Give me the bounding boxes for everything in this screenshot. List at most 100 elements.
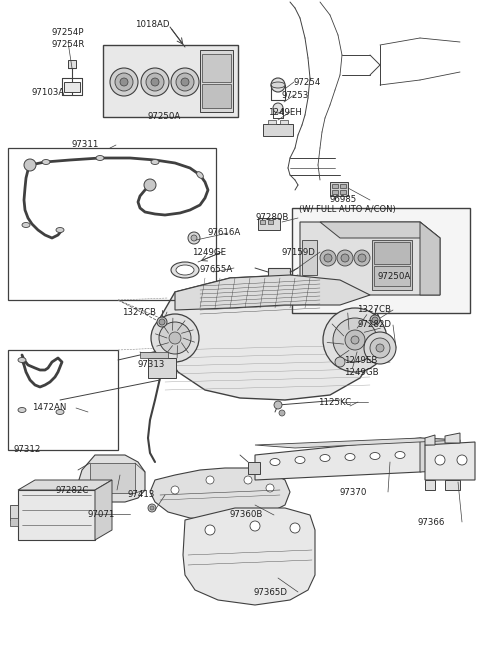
Bar bbox=[374, 266, 410, 286]
Polygon shape bbox=[425, 480, 435, 490]
Polygon shape bbox=[160, 275, 380, 400]
Circle shape bbox=[358, 254, 366, 262]
Text: 97413: 97413 bbox=[128, 490, 156, 499]
Circle shape bbox=[435, 455, 445, 465]
Text: 97655A: 97655A bbox=[200, 265, 233, 274]
Ellipse shape bbox=[151, 160, 159, 164]
Text: 97365D: 97365D bbox=[254, 588, 288, 597]
Circle shape bbox=[141, 68, 169, 96]
Ellipse shape bbox=[22, 223, 30, 227]
Polygon shape bbox=[300, 222, 440, 295]
Circle shape bbox=[150, 506, 154, 510]
Circle shape bbox=[345, 330, 365, 350]
Polygon shape bbox=[78, 455, 145, 502]
Bar bbox=[374, 242, 410, 264]
Polygon shape bbox=[425, 435, 435, 445]
Circle shape bbox=[169, 332, 181, 344]
Polygon shape bbox=[18, 480, 112, 490]
Circle shape bbox=[457, 455, 467, 465]
Bar bbox=[292, 208, 470, 313]
Polygon shape bbox=[95, 480, 112, 540]
Text: 1327CB: 1327CB bbox=[357, 305, 391, 314]
Polygon shape bbox=[18, 490, 95, 540]
Text: 1472AN: 1472AN bbox=[32, 403, 66, 412]
Circle shape bbox=[120, 78, 128, 86]
Bar bbox=[263, 124, 293, 136]
Circle shape bbox=[110, 68, 138, 96]
Ellipse shape bbox=[176, 265, 194, 275]
Circle shape bbox=[354, 250, 370, 266]
Bar bbox=[340, 184, 346, 188]
Ellipse shape bbox=[56, 227, 64, 232]
Bar bbox=[8, 350, 118, 450]
Circle shape bbox=[146, 73, 164, 91]
Circle shape bbox=[157, 317, 167, 327]
Circle shape bbox=[115, 73, 133, 91]
Circle shape bbox=[148, 504, 156, 512]
Circle shape bbox=[323, 308, 387, 372]
Circle shape bbox=[370, 338, 390, 358]
Text: 97254: 97254 bbox=[294, 78, 322, 87]
Polygon shape bbox=[445, 433, 460, 443]
Ellipse shape bbox=[42, 160, 50, 164]
Circle shape bbox=[244, 476, 252, 484]
Circle shape bbox=[333, 318, 377, 362]
Circle shape bbox=[320, 250, 336, 266]
Text: 1125KC: 1125KC bbox=[318, 398, 351, 407]
Text: 97282C: 97282C bbox=[56, 486, 89, 495]
Polygon shape bbox=[255, 438, 460, 448]
Bar bbox=[103, 45, 238, 117]
Text: 97254R: 97254R bbox=[52, 40, 85, 49]
Ellipse shape bbox=[197, 172, 204, 178]
Circle shape bbox=[341, 254, 349, 262]
Bar bbox=[90, 463, 135, 493]
Ellipse shape bbox=[18, 407, 26, 413]
Polygon shape bbox=[320, 222, 440, 238]
Circle shape bbox=[24, 159, 36, 171]
Bar bbox=[148, 358, 176, 378]
Bar bbox=[260, 220, 265, 224]
Circle shape bbox=[351, 336, 359, 344]
Circle shape bbox=[250, 521, 260, 531]
Bar bbox=[268, 220, 273, 224]
Bar bbox=[258, 218, 280, 230]
Text: 97280B: 97280B bbox=[255, 213, 288, 222]
Text: 97616A: 97616A bbox=[208, 228, 241, 237]
Text: 97370: 97370 bbox=[340, 488, 367, 497]
Circle shape bbox=[206, 476, 214, 484]
Text: 97071: 97071 bbox=[88, 510, 115, 519]
Bar bbox=[340, 190, 346, 194]
Bar bbox=[64, 82, 80, 92]
Bar bbox=[280, 120, 288, 124]
Bar bbox=[68, 60, 76, 68]
Circle shape bbox=[191, 235, 197, 241]
Bar bbox=[372, 240, 412, 290]
Circle shape bbox=[176, 73, 194, 91]
Text: 97360B: 97360B bbox=[230, 510, 264, 519]
Bar bbox=[302, 240, 317, 275]
Circle shape bbox=[324, 254, 332, 262]
Circle shape bbox=[151, 78, 159, 86]
Text: 1249GE: 1249GE bbox=[192, 248, 226, 257]
Text: 1327CB: 1327CB bbox=[122, 308, 156, 317]
Bar bbox=[268, 268, 290, 286]
Circle shape bbox=[188, 232, 200, 244]
Polygon shape bbox=[420, 222, 440, 295]
Polygon shape bbox=[150, 468, 290, 520]
Text: 97313: 97313 bbox=[138, 360, 166, 369]
Text: 1249GB: 1249GB bbox=[344, 368, 379, 377]
Text: (W/ FULL AUTO A/CON): (W/ FULL AUTO A/CON) bbox=[299, 205, 396, 214]
Bar bbox=[8, 148, 216, 300]
Text: 97253: 97253 bbox=[281, 91, 308, 100]
Circle shape bbox=[144, 179, 156, 191]
Text: 1018AD: 1018AD bbox=[135, 20, 169, 29]
Bar bbox=[10, 518, 18, 526]
Circle shape bbox=[151, 314, 199, 362]
Circle shape bbox=[274, 401, 282, 409]
Polygon shape bbox=[183, 508, 315, 605]
Circle shape bbox=[290, 523, 300, 533]
Circle shape bbox=[171, 486, 179, 494]
Bar bbox=[140, 352, 168, 358]
Text: 97311: 97311 bbox=[72, 140, 99, 149]
Text: 97103A: 97103A bbox=[32, 88, 65, 97]
